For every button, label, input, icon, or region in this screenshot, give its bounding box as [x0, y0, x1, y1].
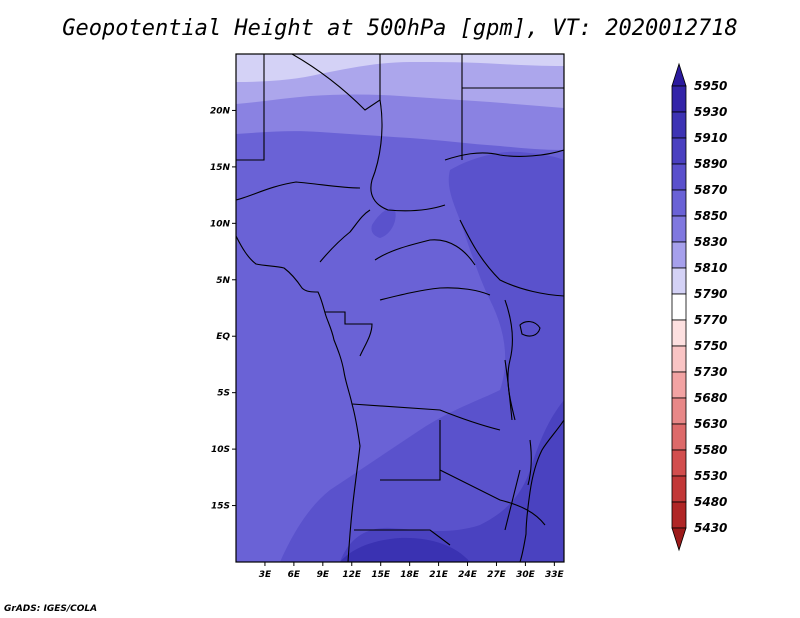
lon-tick-label: 27E [487, 570, 507, 580]
colorbar-label: 5790 [694, 287, 727, 301]
border-niger-nigeria [236, 181, 361, 201]
colorbar-label: 5830 [694, 235, 727, 249]
border-cameroon-car [374, 239, 476, 266]
lat-tick-label: 5N [216, 276, 230, 286]
colorbar-label: 5930 [694, 105, 727, 119]
colorbar-segment [671, 397, 687, 425]
colorbar-label: 5950 [694, 79, 727, 93]
colorbar-segment [671, 293, 687, 321]
border-angola-zambia [380, 420, 441, 481]
lat-tick-label: 10N [210, 219, 231, 229]
map-frame [235, 53, 565, 563]
colorbar-segment [671, 163, 687, 191]
colorbar-label: 5630 [694, 417, 727, 431]
latitude-axis: 20N 15N 10N 5N EQ 5S 10S 15S [210, 106, 236, 512]
border-sudan-ssudan [444, 149, 564, 161]
colorbar-segment [671, 423, 687, 451]
lat-tick-label: 10S [211, 445, 230, 455]
colorbar-label: 5530 [694, 469, 727, 483]
field-5890 [371, 208, 396, 238]
colorbar-label: 5850 [694, 209, 727, 223]
lat-tick-label: 15N [210, 163, 231, 173]
colorbar-segment [671, 371, 687, 399]
colorbar-label: 5910 [694, 131, 727, 145]
colorbar-label: 5680 [694, 391, 727, 405]
colorbar-segment [671, 137, 687, 165]
border-nigeria-cameroon [319, 209, 371, 263]
colorbar-segment [671, 85, 687, 113]
colorbar-label: 5770 [694, 313, 727, 327]
colorbar-label: 5750 [694, 339, 727, 353]
border-namibia [354, 529, 451, 546]
colorbar: 5950 5930 5910 5890 5870 5850 5830 5810 5790 5770… [671, 62, 727, 552]
colorbar-label: 5810 [694, 261, 727, 275]
field-5930 [340, 537, 470, 562]
lon-tick-label: 24E [458, 570, 478, 580]
lon-tick-label: 9E [317, 570, 330, 580]
colorbar-label: 5730 [694, 365, 727, 379]
credit-label: GrADS: IGES/COLA [4, 604, 98, 614]
border-moz [504, 469, 521, 531]
colorbar-segment [671, 475, 687, 503]
lon-tick-label: 18E [400, 570, 420, 580]
lake-malawi [527, 439, 532, 486]
colorbar-segment [671, 189, 687, 217]
colorbar-segment [671, 345, 687, 373]
lake-tanganyika [504, 359, 513, 421]
border-congo-gabon [325, 311, 373, 357]
colorbar-label: 5480 [694, 495, 727, 509]
longitude-axis: 3E 6E 9E 12E 15E 18E 21E 24E 27E 30E 33E [259, 562, 565, 580]
colorbar-segment [671, 267, 687, 295]
colorbar-label: 5870 [694, 183, 727, 197]
lon-tick-label: 15E [371, 570, 391, 580]
colorbar-segment [671, 215, 687, 243]
lat-tick-label: 5S [217, 389, 230, 399]
lon-tick-label: 12E [342, 570, 362, 580]
colorbar-segment [671, 111, 687, 139]
lon-tick-label: 33E [545, 570, 565, 580]
lat-tick-label: EQ [216, 332, 230, 342]
colorbar-segment [671, 449, 687, 477]
border-north-mid [291, 54, 381, 111]
colorbar-overflow-triangle [671, 62, 687, 87]
colorbar-segment [671, 319, 687, 347]
lat-tick-label: 20N [210, 106, 231, 116]
border-zambia-zim [439, 469, 546, 526]
field-5890 [280, 151, 564, 562]
colorbar-underflow-triangle [671, 527, 687, 552]
lon-tick-label: 21E [429, 570, 449, 580]
field-5810 [236, 54, 564, 82]
field-5910 [340, 400, 564, 562]
map-boundaries [236, 54, 564, 562]
lon-tick-label: 3E [259, 570, 272, 580]
height-field [236, 54, 564, 562]
colorbar-label: 5430 [694, 521, 727, 535]
colorbar-label: 5580 [694, 443, 727, 457]
border-nw [236, 54, 265, 161]
border-drc-angola [351, 403, 501, 431]
lon-tick-label: 30E [516, 570, 536, 580]
border-chad-sudan [370, 99, 446, 212]
border-car-drc [379, 287, 491, 301]
lake-victoria [519, 321, 541, 337]
colorbar-segment [671, 241, 687, 269]
plot-title: Geopotential Height at 500hPa [gpm], VT:… [62, 16, 738, 41]
coastline-east-africa [519, 419, 564, 562]
border-ssudan-ethiopia [459, 219, 564, 297]
lat-tick-label: 15S [211, 502, 230, 512]
colorbar-segment [671, 501, 687, 529]
coastline-west-africa [236, 235, 361, 562]
lon-tick-label: 6E [288, 570, 301, 580]
border-drc-east [504, 299, 516, 421]
colorbar-label: 5890 [694, 157, 727, 171]
